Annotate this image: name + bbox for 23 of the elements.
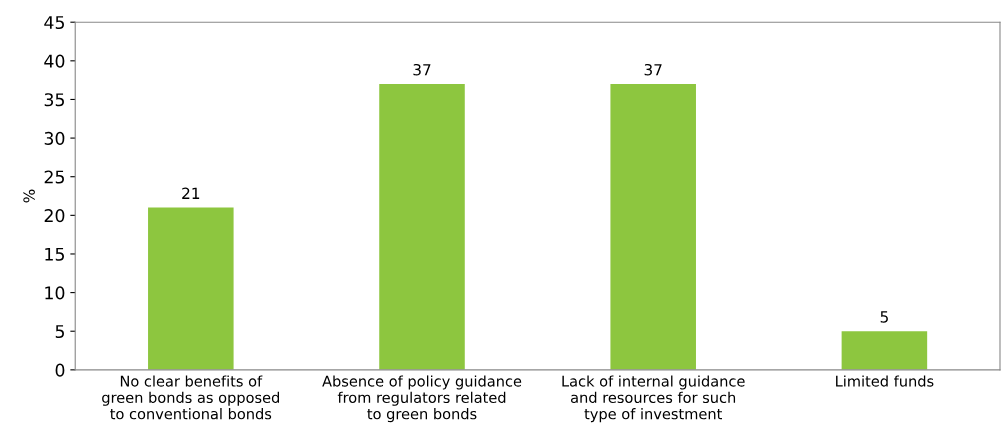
x-tick-label: Absence of policy guidance from regulators related to green bonds xyxy=(322,375,522,423)
bar xyxy=(148,207,234,370)
data-label: 21 xyxy=(182,187,200,199)
y-axis-title: % xyxy=(23,189,35,203)
y-tick-label: 40 xyxy=(44,54,65,68)
y-tick-label: 45 xyxy=(44,16,64,30)
y-tick-label: 20 xyxy=(44,209,65,223)
x-tick-label: No clear benefits of green bonds as opposed to conventional bonds xyxy=(102,375,279,420)
y-tick-label: 10 xyxy=(45,286,65,300)
x-tick-label: Lack of internal guidance and resources for such type of investment xyxy=(562,375,745,423)
y-tick-label: 5 xyxy=(55,325,64,339)
data-label: 37 xyxy=(644,63,662,76)
y-tick-label: 25 xyxy=(44,170,64,184)
x-tick-label: Limited funds xyxy=(836,375,934,387)
data-label: 5 xyxy=(880,311,888,323)
bar xyxy=(841,331,928,370)
y-tick-label: 0 xyxy=(55,363,65,377)
y-tick-label: 15 xyxy=(45,247,64,261)
data-label: 37 xyxy=(413,63,431,76)
bar xyxy=(379,84,465,370)
y-tick-label: 30 xyxy=(44,131,65,145)
y-tick-label: 35 xyxy=(44,93,64,107)
bar xyxy=(610,84,696,370)
